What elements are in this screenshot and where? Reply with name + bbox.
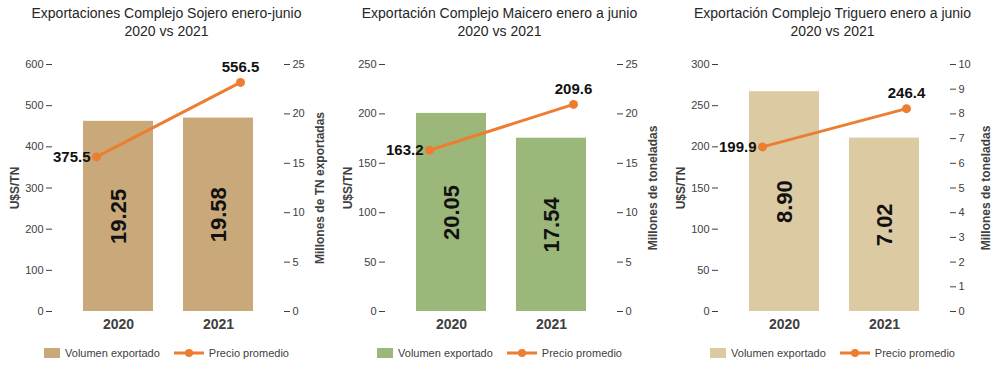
- svg-text:6: 6: [959, 157, 965, 169]
- svg-text:600: 600: [25, 58, 43, 70]
- html-text:Volumen exportado: Volumen exportado: [65, 347, 160, 359]
- svg-text:0: 0: [293, 305, 299, 317]
- svg-text:150: 150: [691, 182, 709, 194]
- svg-text:250: 250: [358, 58, 376, 70]
- svg-text:9: 9: [959, 83, 965, 95]
- svg-text:250: 250: [691, 99, 709, 111]
- svg-text:0: 0: [37, 305, 43, 317]
- svg-text:200: 200: [25, 223, 43, 235]
- html-text:Precio promedio: Precio promedio: [208, 347, 289, 359]
- svg-text:Millones de toneladas: Millones de toneladas: [979, 125, 993, 250]
- svg-text:8: 8: [959, 107, 965, 119]
- svg-text:0: 0: [959, 305, 965, 317]
- svg-text:20: 20: [626, 107, 638, 119]
- svg-text:7: 7: [959, 132, 965, 144]
- svg-text:50: 50: [697, 264, 709, 276]
- html-text:Precio promedio: Precio promedio: [874, 347, 955, 359]
- html-text:Volumen exportado: Volumen exportado: [398, 347, 493, 359]
- svg-text:17.54: 17.54: [539, 197, 564, 253]
- svg-text:200: 200: [691, 140, 709, 152]
- svg-text:19.25: 19.25: [106, 189, 131, 244]
- svg-text:15: 15: [626, 157, 638, 169]
- svg-text:2021: 2021: [536, 316, 567, 332]
- svg-text:246.4: 246.4: [888, 84, 926, 101]
- html-text:2020 vs 2021: 2020 vs 2021: [124, 23, 209, 39]
- svg-text:100: 100: [691, 223, 709, 235]
- svg-text:200: 200: [358, 107, 376, 119]
- html-text:2020 vs 2021: 2020 vs 2021: [457, 23, 542, 39]
- svg-text:10: 10: [293, 206, 305, 218]
- svg-text:1: 1: [959, 280, 965, 292]
- html-text:2020 vs 2021: 2020 vs 2021: [790, 23, 875, 39]
- svg-text:10: 10: [626, 206, 638, 218]
- html-text:Exportación Complejo Triguero: Exportación Complejo Triguero enero a ju…: [694, 5, 971, 21]
- svg-text:25: 25: [626, 58, 638, 70]
- svg-text:2020: 2020: [769, 316, 800, 332]
- svg-text:2: 2: [959, 256, 965, 268]
- svg-text:20.05: 20.05: [439, 185, 464, 240]
- svg-text:20: 20: [293, 107, 305, 119]
- svg-text:0: 0: [626, 305, 632, 317]
- svg-text:10: 10: [959, 58, 971, 70]
- svg-text:7.02: 7.02: [872, 203, 897, 246]
- svg-text:300: 300: [25, 182, 43, 194]
- svg-text:Millones de toneladas: Millones de toneladas: [646, 125, 660, 250]
- svg-text:2020: 2020: [436, 316, 467, 332]
- svg-text:5: 5: [626, 256, 632, 268]
- svg-text:375.5: 375.5: [53, 148, 91, 165]
- svg-text:19.58: 19.58: [206, 187, 231, 242]
- svg-text:2021: 2021: [203, 316, 234, 332]
- svg-text:0: 0: [370, 305, 376, 317]
- svg-text:U$S/TN: U$S/TN: [8, 167, 22, 210]
- svg-text:U$S/TN: U$S/TN: [341, 167, 355, 210]
- svg-text:300: 300: [691, 58, 709, 70]
- html-text:Exportaciones Complejo Sojero: Exportaciones Complejo Sojero enero-juni…: [31, 5, 302, 21]
- svg-text:2021: 2021: [869, 316, 900, 332]
- html-text:Volumen exportado: Volumen exportado: [731, 347, 826, 359]
- svg-text:25: 25: [293, 58, 305, 70]
- svg-text:3: 3: [959, 231, 965, 243]
- svg-text:556.5: 556.5: [222, 58, 260, 75]
- svg-text:Millones de TN exportadas: Millones de TN exportadas: [313, 112, 327, 264]
- svg-text:2020: 2020: [103, 316, 134, 332]
- svg-text:199.9: 199.9: [719, 138, 757, 155]
- svg-text:0: 0: [703, 305, 709, 317]
- svg-text:100: 100: [25, 264, 43, 276]
- svg-text:400: 400: [25, 140, 43, 152]
- svg-text:5: 5: [959, 182, 965, 194]
- html-text:Precio promedio: Precio promedio: [541, 347, 622, 359]
- svg-text:100: 100: [358, 206, 376, 218]
- svg-text:500: 500: [25, 99, 43, 111]
- svg-text:U$S/TN: U$S/TN: [674, 167, 688, 210]
- svg-text:209.6: 209.6: [555, 80, 593, 97]
- svg-text:150: 150: [358, 157, 376, 169]
- svg-text:163.2: 163.2: [386, 141, 424, 158]
- html-text:Exportación Complejo Maicero e: Exportación Complejo Maicero enero a jun…: [361, 5, 638, 21]
- svg-text:15: 15: [293, 157, 305, 169]
- svg-text:4: 4: [959, 206, 965, 218]
- svg-text:8.90: 8.90: [772, 180, 797, 223]
- svg-text:5: 5: [293, 256, 299, 268]
- svg-text:50: 50: [364, 256, 376, 268]
